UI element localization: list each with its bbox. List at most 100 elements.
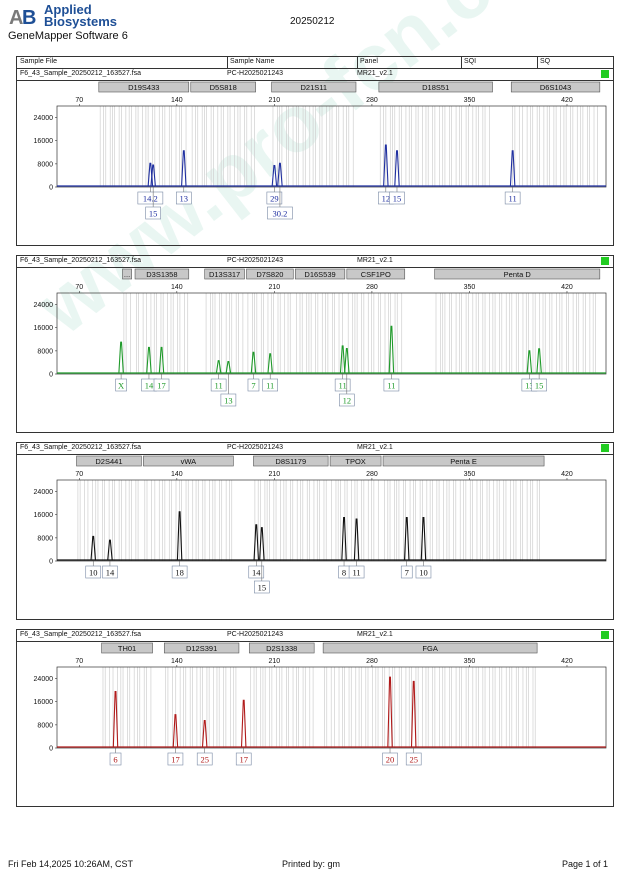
allele-label: 6: [109, 752, 122, 766]
sample-panel: MR21_v2.1: [357, 631, 393, 638]
report-date: 20250212: [290, 16, 335, 27]
brand-line1: Applied: [44, 2, 92, 17]
x-tick-label: 350: [464, 97, 476, 104]
allele-label: 13: [175, 191, 192, 205]
allele-peak: [118, 341, 124, 374]
locus-name: FGA: [422, 644, 437, 653]
locus-name: D2S1338: [266, 644, 297, 653]
col-panel: Panel: [360, 58, 378, 65]
x-tick-label: 70: [75, 658, 83, 665]
locus-bar: D12S391: [163, 642, 240, 654]
col-sqi: SQI: [464, 58, 477, 65]
allele-bin-lines: [123, 293, 596, 374]
locus-bar: D6S1043: [510, 81, 601, 93]
y-tick-label: 0: [49, 372, 53, 379]
sample-file: F6_43_Sample_20250212_163527.fsa: [20, 257, 142, 264]
sq-status-indicator: [601, 257, 609, 265]
allele-label: 11: [334, 378, 351, 392]
sample-panel: MR21_v2.1: [357, 70, 393, 77]
y-tick-label: 24000: [34, 302, 54, 309]
allele-peak: [344, 347, 350, 374]
sample-file: F6_43_Sample_20250212_163527.fsa: [20, 631, 142, 638]
allele-call: 11: [339, 380, 347, 390]
allele-call: 14: [106, 567, 115, 577]
allele-label: 15: [145, 206, 161, 220]
x-tick-label: 420: [561, 284, 573, 291]
sample-name: PC-H2025021243: [227, 70, 284, 77]
allele-peak: [150, 164, 156, 187]
allele-peak: [267, 353, 273, 374]
locus-name: TH01: [118, 644, 136, 653]
y-tick-label: 8000: [37, 535, 53, 542]
locus-name: Penta D: [504, 270, 532, 279]
allele-label: 14: [248, 565, 265, 579]
allele-label: 29: [266, 191, 283, 205]
allele-peak: [201, 719, 208, 748]
allele-call: 15: [393, 193, 402, 203]
allele-bin-lines: [77, 480, 540, 561]
allele-label: 17: [235, 752, 252, 766]
allele-peak: [403, 517, 410, 561]
y-tick-label: 0: [49, 185, 53, 192]
printed-by: Printed by: gm: [282, 859, 341, 869]
sample-file: F6_43_Sample_20250212_163527.fsa: [20, 444, 142, 451]
allele-peak: [259, 527, 265, 561]
x-tick-label: 350: [464, 471, 476, 478]
brand-line2: Biosystems: [44, 14, 117, 29]
x-tick-label: 280: [366, 471, 378, 478]
sample-info-row: F6_43_Sample_20250212_163527.fsa PC-H2025…: [17, 69, 613, 81]
locus-name: D6S1043: [540, 83, 571, 92]
y-tick-label: 0: [49, 559, 53, 566]
allele-call: 6: [113, 754, 117, 764]
allele-peak: [410, 680, 417, 748]
applied-biosystems-logo-icon: A B: [8, 6, 42, 28]
allele-label: 14.2: [137, 191, 164, 205]
allele-label: 10: [85, 565, 102, 579]
allele-peak: [253, 524, 260, 561]
col-sq: SQ: [540, 58, 551, 65]
allele-label: 11: [348, 565, 365, 579]
electropherogram-panel: F6_43_Sample_20250212_163527.fsa PC-H2025…: [16, 629, 614, 807]
allele-peak: [90, 535, 96, 561]
allele-peak: [176, 511, 183, 561]
sq-status-indicator: [601, 70, 609, 78]
allele-peak: [215, 360, 222, 374]
locus-bar: CSF1PO: [346, 268, 406, 280]
x-tick-label: 280: [366, 284, 378, 291]
allele-peak: [388, 325, 395, 374]
allele-call: 17: [239, 754, 248, 764]
allele-call: 11: [509, 193, 517, 203]
allele-call: 30.2: [273, 208, 288, 218]
locus-name: D13S317: [209, 270, 240, 279]
sample-name: PC-H2025021243: [227, 444, 284, 451]
allele-call: 13: [224, 395, 233, 405]
y-tick-label: 8000: [37, 348, 53, 355]
allele-label: 30.2: [267, 206, 293, 220]
allele-call: 14: [252, 567, 261, 577]
x-tick-label: 210: [269, 658, 281, 665]
allele-call: 7: [251, 380, 255, 390]
locus-bar: D7S820: [246, 268, 294, 280]
y-tick-label: 24000: [34, 115, 54, 122]
allele-call: 15: [258, 582, 267, 592]
locus-name: TPOX: [345, 457, 365, 466]
allele-call: 17: [157, 380, 166, 390]
allele-bin-lines: [102, 667, 536, 748]
allele-peak: [509, 150, 516, 187]
x-tick-label: 210: [269, 97, 281, 104]
allele-peak: [181, 150, 187, 187]
locus-bar: FGA: [322, 642, 538, 654]
allele-call: 15: [149, 208, 158, 218]
allele-peak: [271, 165, 278, 187]
allele-label: 25: [405, 752, 422, 766]
locus-bar: D2S1338: [248, 642, 315, 654]
allele-call: 25: [409, 754, 418, 764]
allele-peak: [250, 351, 257, 374]
y-tick-label: 16000: [34, 512, 54, 519]
allele-peak: [277, 162, 283, 187]
locus-name: D2S441: [95, 457, 122, 466]
allele-call: 7: [405, 567, 409, 577]
allele-label: 7: [400, 565, 413, 579]
y-tick-label: 24000: [34, 489, 54, 496]
sample-file: F6_43_Sample_20250212_163527.fsa: [20, 70, 142, 77]
